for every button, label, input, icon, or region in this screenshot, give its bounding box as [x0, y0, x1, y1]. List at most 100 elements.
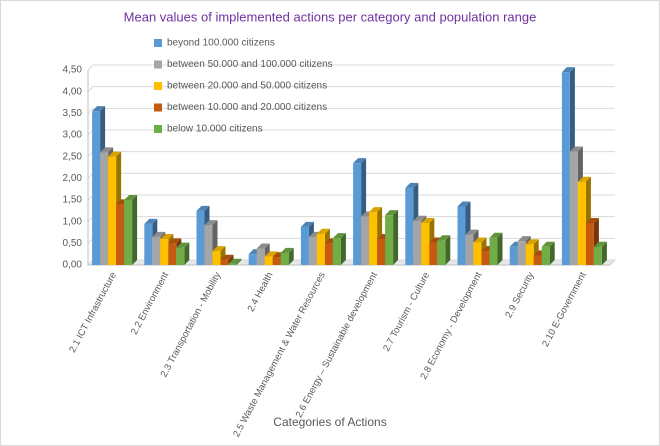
bar	[228, 263, 237, 265]
bar-top	[577, 176, 591, 182]
bar-side	[236, 258, 242, 265]
bar	[429, 242, 438, 265]
legend-swatch	[154, 103, 162, 112]
bar	[457, 206, 466, 265]
bar-top	[152, 231, 166, 237]
bar-top	[300, 221, 314, 227]
bar	[437, 240, 446, 265]
bar-top	[316, 228, 330, 234]
bar	[569, 151, 578, 265]
bar	[385, 215, 394, 265]
bar-side	[340, 233, 346, 265]
bar-side	[549, 241, 555, 265]
bar-top	[385, 210, 399, 216]
bar	[509, 246, 518, 265]
legend-label: between 20.000 and 50.000 citizens	[167, 81, 327, 92]
bar-top	[212, 246, 226, 252]
y-tick-label: 1,00	[63, 216, 83, 227]
bar	[369, 212, 378, 265]
bar-top	[421, 217, 435, 223]
bar	[160, 239, 169, 265]
y-tick-label: 3,00	[63, 130, 83, 141]
bar	[92, 111, 101, 266]
bar-top	[473, 237, 487, 243]
bar	[300, 226, 309, 265]
bar-side	[445, 235, 451, 265]
legend-label: between 10.000 and 20.000 citizens	[167, 102, 327, 113]
bar-top	[569, 146, 583, 152]
bar-top	[585, 217, 599, 223]
bar-top	[100, 147, 114, 153]
bar-top	[541, 241, 555, 247]
bar	[256, 248, 265, 265]
bar-top	[525, 239, 539, 245]
grid-line	[87, 107, 615, 114]
bar-top	[256, 243, 270, 249]
bar	[212, 251, 221, 265]
bar	[308, 236, 317, 265]
bar	[108, 156, 117, 265]
bar	[280, 252, 289, 265]
bar-top	[264, 251, 278, 257]
bar-top	[332, 233, 346, 239]
bar-top	[220, 254, 234, 260]
bar-top	[405, 182, 419, 188]
y-tick-label: 2,50	[63, 151, 83, 162]
bar	[353, 163, 362, 265]
bar-top	[561, 67, 575, 73]
bar-top	[92, 106, 106, 112]
bar-top	[228, 258, 242, 264]
legend-label: below 10.000 citizens	[167, 124, 263, 135]
bar-top	[176, 242, 190, 248]
bar	[248, 254, 257, 265]
bar	[220, 259, 229, 265]
y-tick-label: 4,00	[63, 86, 83, 97]
chart-title: Mean values of implemented actions per c…	[124, 9, 537, 24]
bar	[316, 233, 325, 265]
bar	[204, 225, 213, 265]
bar-top	[489, 232, 503, 238]
y-tick-label: 0,00	[63, 260, 83, 271]
bar-side	[132, 195, 138, 265]
bar	[332, 238, 341, 265]
bar	[144, 223, 153, 265]
grid-line	[87, 64, 615, 71]
bar	[473, 242, 482, 265]
bar-side	[497, 232, 503, 265]
bar	[176, 247, 185, 265]
y-tick-label: 3,50	[63, 108, 83, 119]
bar	[533, 255, 542, 265]
bar	[465, 234, 474, 265]
bar	[593, 246, 602, 265]
bar	[577, 181, 586, 265]
bar-side	[288, 247, 294, 265]
bar	[168, 243, 177, 265]
bar	[517, 241, 526, 265]
bar	[405, 187, 414, 265]
bar	[124, 200, 133, 265]
grid-line	[87, 86, 615, 93]
bar-top	[124, 195, 138, 200]
bar-side	[601, 241, 607, 265]
legend-swatch	[154, 60, 162, 69]
legend-swatch	[154, 39, 162, 47]
bar-top	[369, 207, 383, 213]
bar-top	[465, 229, 479, 235]
bar-side	[184, 242, 190, 265]
legend-swatch	[154, 82, 162, 90]
y-tick-label: 2,00	[63, 173, 83, 184]
bar	[152, 236, 161, 265]
bar	[413, 220, 422, 265]
bar-top	[108, 151, 122, 157]
bar	[264, 256, 273, 265]
bar-top	[353, 158, 367, 164]
y-tick-label: 0,50	[63, 238, 83, 249]
bar-top	[168, 238, 182, 244]
bar-top	[280, 247, 294, 253]
bar	[541, 246, 550, 265]
bar	[421, 222, 430, 265]
bar-top	[413, 215, 427, 221]
bar	[324, 243, 333, 265]
bar-top	[196, 205, 210, 211]
